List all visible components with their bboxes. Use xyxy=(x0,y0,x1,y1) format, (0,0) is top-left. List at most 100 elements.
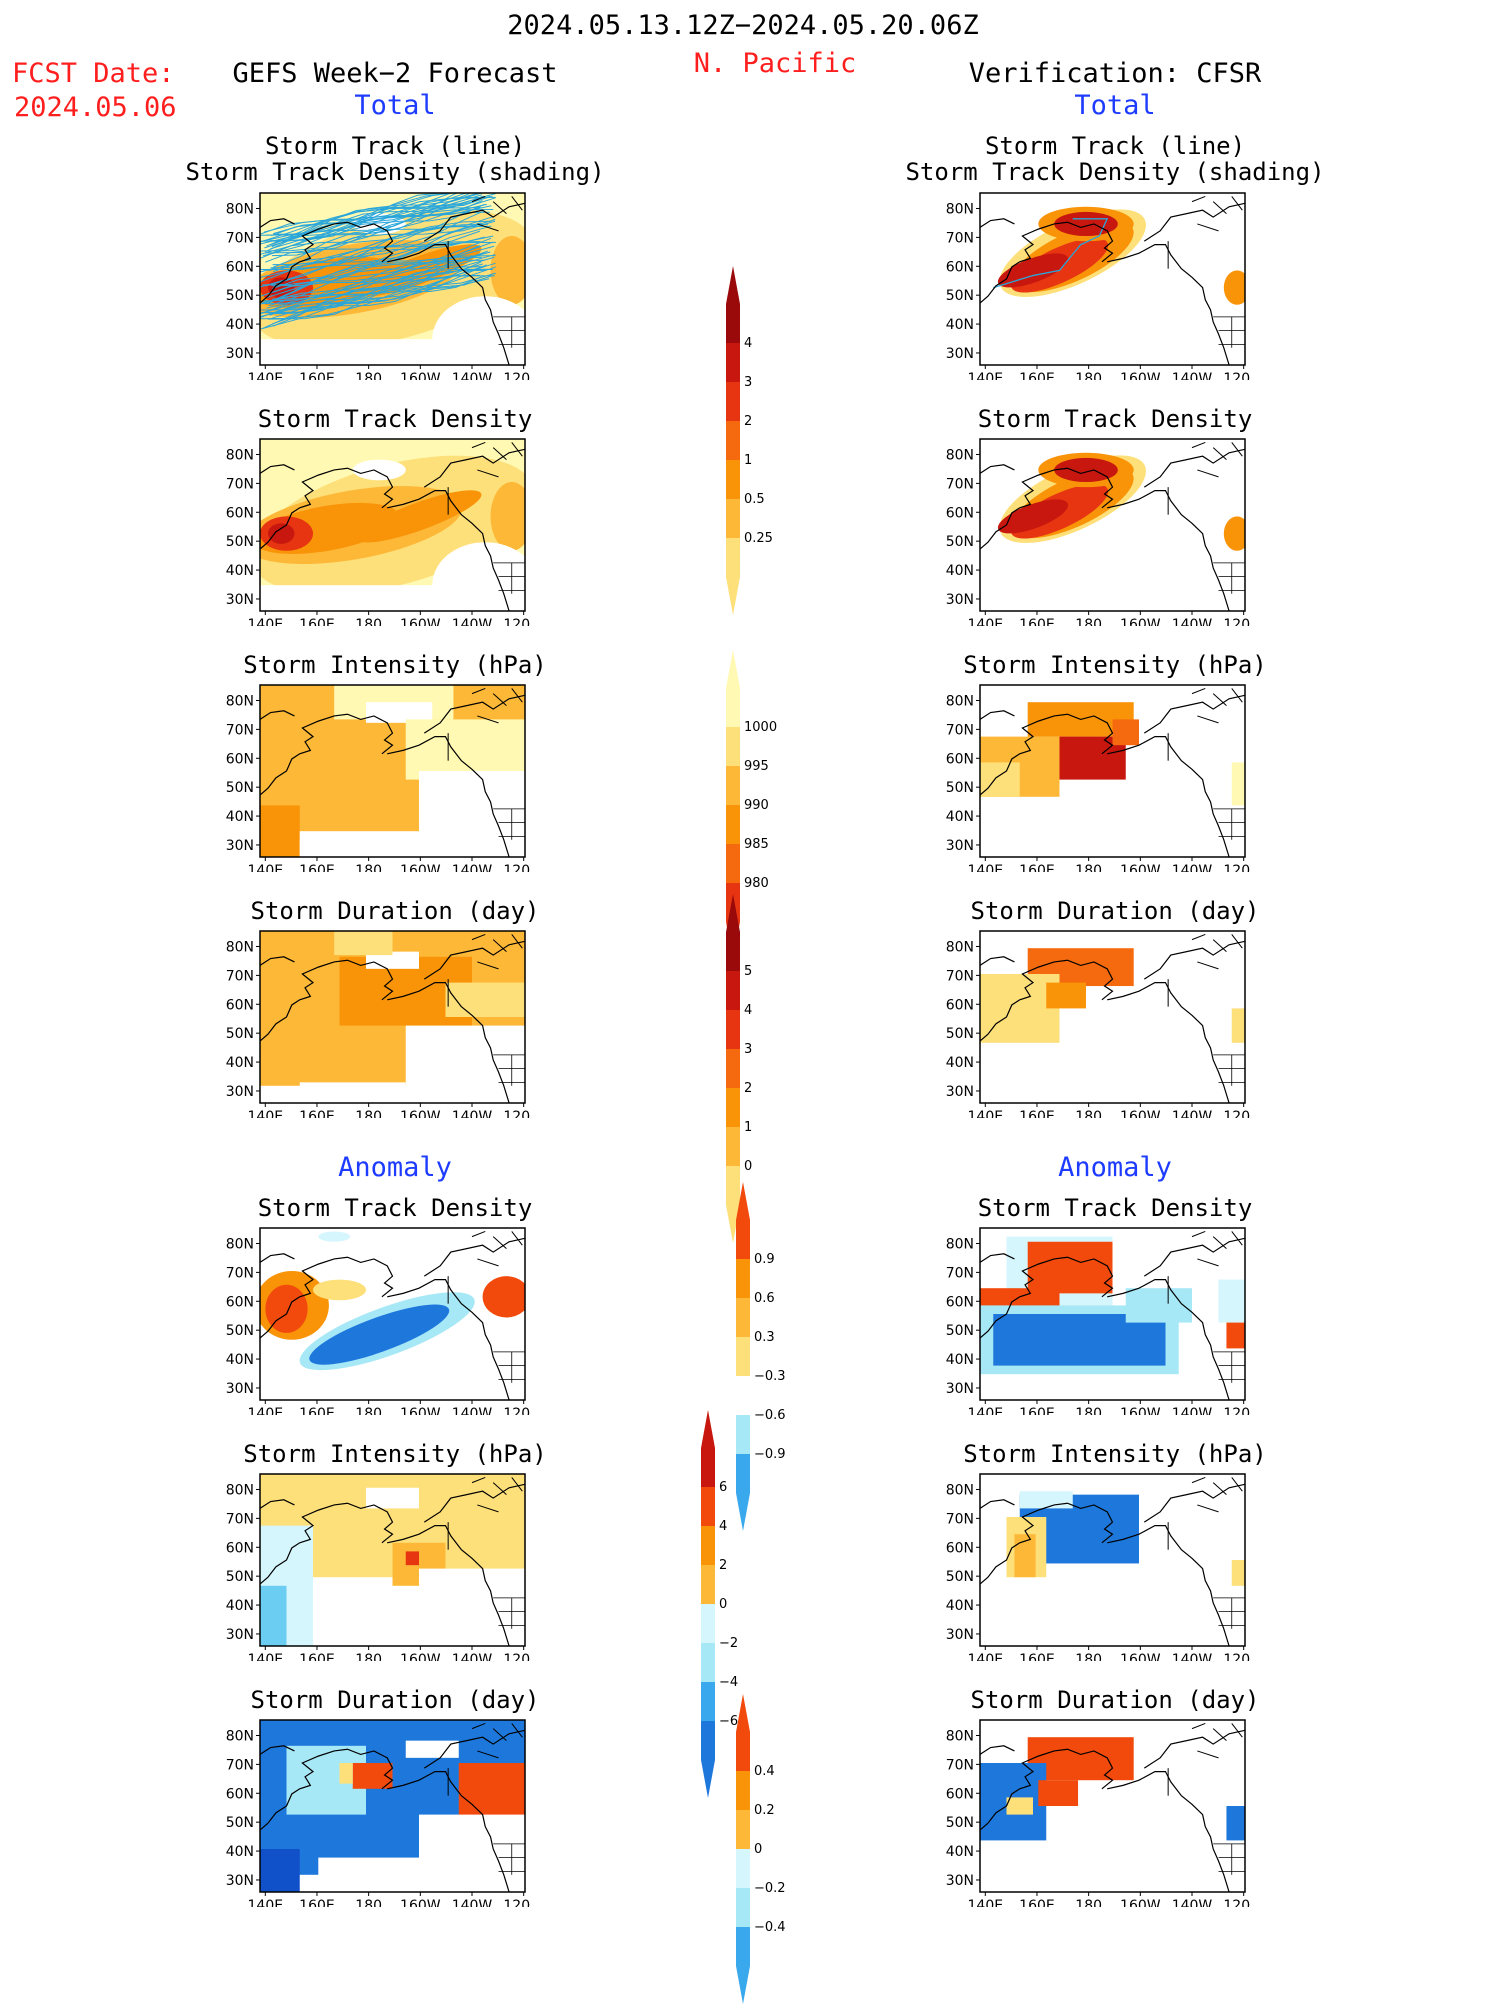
lat-tick-label: 80N xyxy=(946,1728,974,1744)
lon-tick-label: 180 xyxy=(1075,617,1102,626)
lon-tick-label: 160E xyxy=(1019,1652,1055,1661)
lat-tick-label: 60N xyxy=(946,1786,974,1802)
lon-tick-label: 180 xyxy=(1075,1109,1102,1118)
map-verif-intensity: 80N 70N 60N 50N 40N 30N 140E 160E 180 160W 140W 120… xyxy=(935,682,1250,872)
lon-tick-label: 140W xyxy=(1172,863,1213,872)
lat-tick-label: 30N xyxy=(226,1627,254,1643)
lat-tick-label: 60N xyxy=(226,1786,254,1802)
map-verif-anom-duration: 80N 70N 60N 50N 40N 30N 140E 160E 180 160W 140W 120… xyxy=(935,1717,1250,1907)
lat-tick-label: 30N xyxy=(946,1627,974,1643)
lat-tick-label: 30N xyxy=(946,838,974,854)
lon-tick-label: 140W xyxy=(452,1406,493,1415)
left-anom-density-title: Storm Track Density xyxy=(257,1194,533,1222)
lon-tick-label: 140E xyxy=(968,863,1004,872)
lon-tick-label: 140E xyxy=(968,1406,1004,1415)
lon-tick-label: 160W xyxy=(400,1406,441,1415)
left-duration-title: Storm Duration (day) xyxy=(250,897,540,925)
colorbar-tick-label: 0.9 xyxy=(754,1252,775,1267)
region-label: N. Pacific xyxy=(693,48,857,79)
lat-tick-label: 80N xyxy=(946,447,974,463)
lon-tick-label: 120W xyxy=(503,1652,530,1661)
lat-tick-label: 60N xyxy=(226,505,254,521)
lat-tick-label: 80N xyxy=(946,1482,974,1498)
lon-tick-label: 140E xyxy=(968,1652,1004,1661)
lon-tick-label: 140E xyxy=(968,371,1004,380)
map-forecast-track: 80N 70N 60N 50N 40N 30N 140E 160E 180 160W 140W 120… xyxy=(215,190,530,380)
right-anom-density-title: Storm Track Density xyxy=(977,1194,1253,1222)
lon-tick-label: 160E xyxy=(299,1652,335,1661)
lat-tick-label: 60N xyxy=(226,997,254,1013)
lat-tick-label: 50N xyxy=(226,1026,254,1042)
colorbar-tick-label: 6 xyxy=(719,1480,727,1495)
lon-tick-label: 160W xyxy=(1120,1898,1161,1907)
lat-tick-label: 30N xyxy=(946,1084,974,1100)
lon-tick-label: 120W xyxy=(1223,1109,1250,1118)
lon-tick-label: 140E xyxy=(248,1898,284,1907)
lat-tick-label: 80N xyxy=(226,201,254,217)
lat-tick-label: 50N xyxy=(226,288,254,304)
lat-tick-label: 40N xyxy=(946,1352,974,1368)
colorbar-tick-label: 0 xyxy=(744,1159,752,1174)
lon-tick-label: 180 xyxy=(355,617,382,626)
colorbar-tick-label: 4 xyxy=(719,1519,727,1534)
lat-tick-label: 70N xyxy=(226,1265,254,1281)
lat-tick-label: 30N xyxy=(946,592,974,608)
lon-tick-label: 160E xyxy=(299,1109,335,1118)
colorbar-tick-label: 990 xyxy=(744,798,769,813)
colorbar-tick-label: −0.2 xyxy=(754,1881,786,1896)
colorbar-tick-label: 1000 xyxy=(744,720,777,735)
colorbar-density-anom: 0.9 0.6 0.3 −0.3 −0.6 −0.9 xyxy=(734,1180,824,1537)
lon-tick-label: 140W xyxy=(1172,617,1213,626)
lat-tick-label: 40N xyxy=(226,1055,254,1071)
lat-tick-label: 50N xyxy=(946,1569,974,1585)
lon-tick-label: 120W xyxy=(1223,1652,1250,1661)
colorbar-tick-label: 3 xyxy=(744,1042,752,1057)
lat-tick-label: 80N xyxy=(226,1236,254,1252)
lat-tick-label: 80N xyxy=(226,693,254,709)
lat-tick-label: 70N xyxy=(946,1511,974,1527)
lon-tick-label: 120W xyxy=(1223,1898,1250,1907)
lon-tick-label: 160W xyxy=(1120,863,1161,872)
right-anomaly-label: Anomaly xyxy=(1058,1152,1172,1183)
colorbar-tick-label: 0.2 xyxy=(754,1803,775,1818)
lat-tick-label: 80N xyxy=(946,201,974,217)
colorbar-duration-total: 5 4 3 2 1 0 xyxy=(724,892,814,1249)
lon-tick-label: 140E xyxy=(968,1109,1004,1118)
lon-tick-label: 180 xyxy=(355,371,382,380)
right-anom-duration-title: Storm Duration (day) xyxy=(970,1686,1260,1714)
lon-tick-label: 140W xyxy=(452,617,493,626)
lon-tick-label: 160E xyxy=(299,371,335,380)
left-anom-duration-title: Storm Duration (day) xyxy=(250,1686,540,1714)
lat-tick-label: 60N xyxy=(226,259,254,275)
lon-tick-label: 140E xyxy=(248,1406,284,1415)
lat-tick-label: 50N xyxy=(946,534,974,550)
lat-tick-label: 60N xyxy=(946,1540,974,1556)
map-forecast-anom-density: 80N 70N 60N 50N 40N 30N 140E 160E 180 160W 140W 120… xyxy=(215,1225,530,1415)
colorbar-tick-label: 0.6 xyxy=(754,1291,775,1306)
lat-tick-label: 40N xyxy=(946,317,974,333)
lon-tick-label: 120W xyxy=(503,371,530,380)
lon-tick-label: 160W xyxy=(400,1652,441,1661)
lat-tick-label: 40N xyxy=(946,1598,974,1614)
lat-tick-label: 70N xyxy=(946,230,974,246)
left-intensity-title: Storm Intensity (hPa) xyxy=(243,651,547,679)
lon-tick-label: 180 xyxy=(1075,1898,1102,1907)
lat-tick-label: 30N xyxy=(226,346,254,362)
lat-tick-label: 50N xyxy=(226,1323,254,1339)
lat-tick-label: 30N xyxy=(226,1873,254,1889)
lat-tick-label: 40N xyxy=(226,563,254,579)
lon-tick-label: 160W xyxy=(400,1109,441,1118)
lat-tick-label: 70N xyxy=(946,476,974,492)
colorbar-duration-anom: 0.4 0.2 0 −0.2 −0.4 xyxy=(734,1692,824,2010)
lat-tick-label: 30N xyxy=(226,592,254,608)
lon-tick-label: 120W xyxy=(503,1406,530,1415)
lon-tick-label: 160E xyxy=(1019,1406,1055,1415)
colorbar-tick-label: −0.4 xyxy=(754,1920,786,1935)
colorbar-tick-label: −6 xyxy=(719,1714,738,1729)
map-forecast-anom-intensity: 80N 70N 60N 50N 40N 30N 140E 160E 180 160W 140W 120… xyxy=(215,1471,530,1661)
lat-tick-label: 40N xyxy=(946,563,974,579)
lat-tick-label: 80N xyxy=(226,1482,254,1498)
right-column-title: Verification: CFSR xyxy=(968,58,1262,89)
lat-tick-label: 60N xyxy=(226,1540,254,1556)
lat-tick-label: 50N xyxy=(946,1323,974,1339)
